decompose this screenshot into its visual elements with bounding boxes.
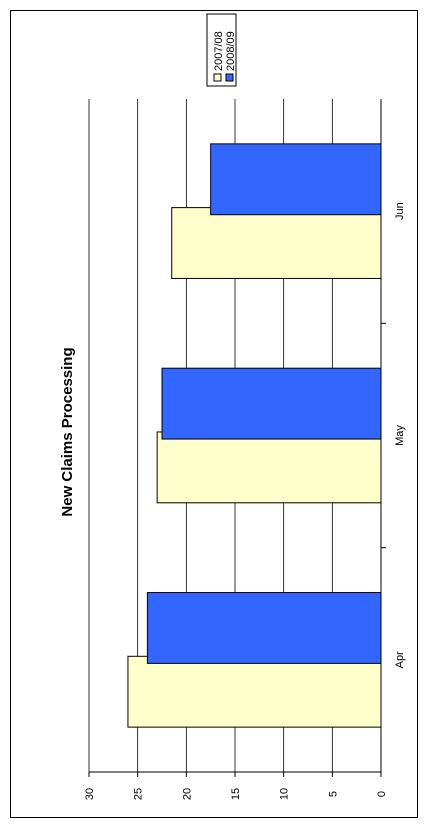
legend-label: 2007/08 — [213, 31, 225, 71]
bar-2007-08-may — [156, 431, 382, 504]
legend-swatch — [225, 73, 234, 82]
bar-2008-09-may — [161, 367, 382, 440]
value-tick-label: 20 — [181, 788, 193, 800]
category-tick-labels: Apr May Jun — [394, 202, 406, 668]
value-tick-label: 5 — [327, 791, 339, 797]
value-tick-label: 10 — [279, 788, 291, 800]
category-tick-label: Jun — [394, 202, 406, 220]
bar-2008-09-jun — [210, 143, 382, 216]
bar-2007-08-jun — [171, 207, 382, 279]
value-tick-label: 0 — [376, 791, 388, 797]
value-tick-label: 25 — [133, 788, 145, 800]
bar-2008-09-apr — [146, 592, 382, 664]
axes — [88, 99, 386, 777]
bar-2007-08-apr — [127, 655, 382, 728]
chart-title: New Claims Processing — [59, 347, 76, 516]
bars — [127, 143, 382, 728]
category-tick-label: Apr — [394, 651, 406, 668]
legend-swatch — [213, 73, 222, 82]
value-tick-labels: 0 5 10 15 20 25 30 — [84, 788, 388, 800]
value-tick-label: 15 — [230, 788, 242, 800]
legend-label: 2008/09 — [225, 31, 237, 71]
value-tick-label: 30 — [84, 788, 96, 800]
legend: 2007/08 2008/09 — [206, 13, 237, 87]
category-tick-label: May — [394, 425, 406, 446]
